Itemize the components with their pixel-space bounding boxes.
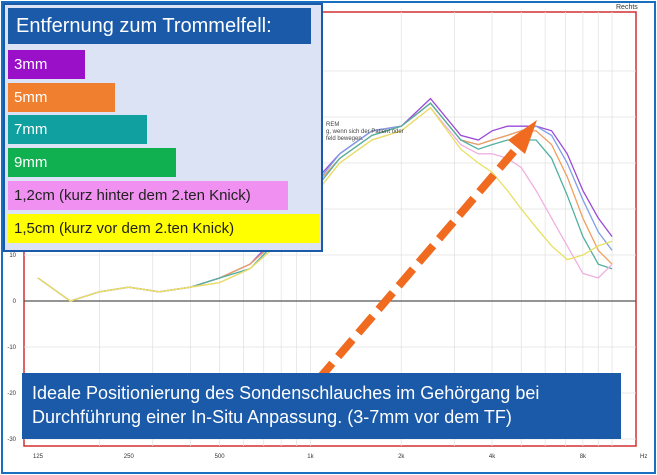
y-tick-label-10: 10 xyxy=(9,253,16,259)
legend-item-9mm: 9mm xyxy=(8,148,176,177)
arrow-shaft xyxy=(314,139,526,383)
note-line-2: g, wenn sich der Patient oder xyxy=(326,129,404,135)
series-lines xyxy=(37,97,613,302)
x-tick-label-125: 125 xyxy=(33,454,44,460)
x-tick-label-8k: 8k xyxy=(580,454,587,460)
legend-title: Entfernung zum Trommelfell: xyxy=(8,8,311,44)
x-tick-label-4k: 4k xyxy=(489,454,496,460)
series-line-5 xyxy=(37,106,613,302)
axis-ticks: 125 250 500 1k 2k 4k 8k Hz -30 -20 -10 0 10 xyxy=(7,253,647,460)
y-tick-label-0: 0 xyxy=(13,299,17,305)
background-note: REM g, wenn sich der Patient oder feld b… xyxy=(326,122,404,142)
annotation-arrow xyxy=(314,120,537,383)
y-tick-label--20: -20 xyxy=(7,391,16,397)
caption-box: Ideale Positionierung des Sondenschlauch… xyxy=(22,373,621,439)
arrow-head xyxy=(508,120,537,154)
note-line-1: REM xyxy=(326,122,339,128)
y-tick-label--10: -10 xyxy=(7,345,16,351)
caption-line-2: Durchführung einer In-Situ Anpassung. (3… xyxy=(32,407,512,427)
x-axis-label: Hz xyxy=(640,454,647,460)
legend-item-5mm: 5mm xyxy=(8,83,115,112)
legend-item-3mm: 3mm xyxy=(8,50,85,79)
legend-panel: Entfernung zum Trommelfell: 3mm 5mm 7mm … xyxy=(3,3,323,252)
side-label: Rechts xyxy=(616,4,638,11)
legend-item-1-5cm: 1,5cm (kurz vor dem 2.ten Knick) xyxy=(8,214,319,243)
legend-item-7mm: 7mm xyxy=(8,115,147,144)
legend-item-1-2cm: 1,2cm (kurz hinter dem 2.ten Knick) xyxy=(8,181,288,210)
x-tick-label-500: 500 xyxy=(215,454,226,460)
y-tick-label--30: -30 xyxy=(7,437,16,443)
x-tick-label-2k: 2k xyxy=(398,454,405,460)
x-tick-label-1k: 1k xyxy=(307,454,314,460)
caption-line-1: Ideale Positionierung des Sondenschlauch… xyxy=(32,383,540,403)
x-tick-label-250: 250 xyxy=(124,454,135,460)
note-line-3: feld bewegen. xyxy=(326,136,364,142)
